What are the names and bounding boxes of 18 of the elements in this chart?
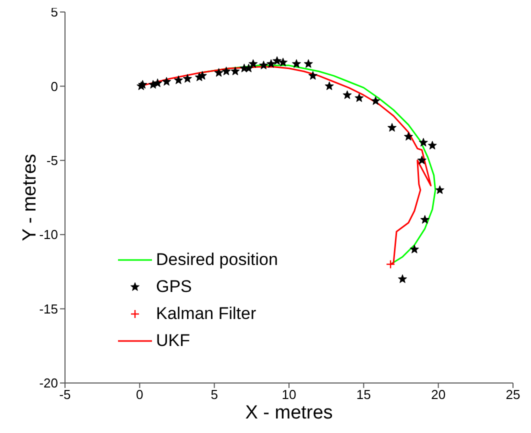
legend-label: UKF (156, 330, 190, 350)
y-tick-label: -20 (39, 376, 58, 391)
y-tick-label: -15 (39, 301, 58, 316)
legend-label: GPS (156, 276, 192, 296)
legend-label: Kalman Filter (156, 304, 256, 324)
x-tick-label: 15 (356, 387, 371, 402)
y-axis-title: Y - metres (20, 154, 41, 242)
y-tick-label: 5 (50, 4, 58, 20)
x-tick-label: 5 (210, 387, 218, 402)
x-axis-title: X - metres (245, 402, 333, 424)
x-tick-label: 10 (282, 387, 296, 402)
y-tick-label: 0 (50, 78, 58, 94)
y-tick-label: -5 (46, 153, 58, 168)
legend-label: Desired position (156, 250, 278, 270)
x-tick-label: 25 (506, 387, 520, 402)
x-tick-label: 20 (431, 387, 446, 402)
x-tick-label: 0 (136, 387, 144, 402)
y-tick-label: -10 (39, 227, 58, 242)
